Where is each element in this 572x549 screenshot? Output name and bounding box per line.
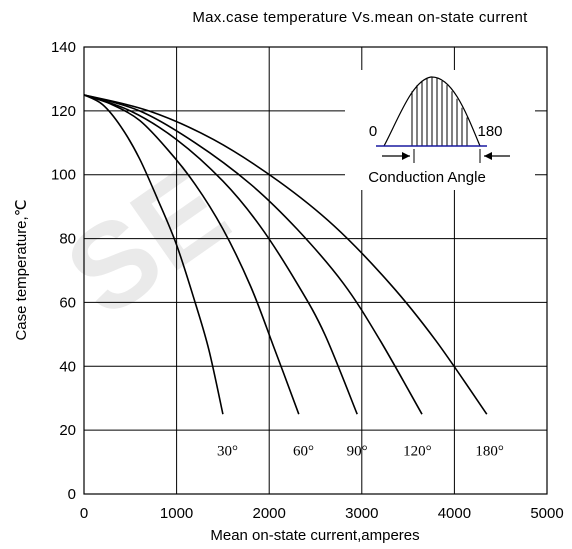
series-lines — [83, 94, 488, 415]
chart-title: Max.case temperature Vs.mean on-state cu… — [192, 9, 528, 26]
series-label-0: 30° — [217, 444, 238, 460]
y-tick-label: 100 — [51, 167, 76, 184]
angle-start-label: 0 — [369, 123, 377, 140]
x-tick-label: 5000 — [530, 505, 563, 522]
x-tick-label: 3000 — [345, 505, 378, 522]
series-line-1 — [83, 94, 300, 415]
series-labels: 30° 60° 90° 120° 180° — [217, 444, 504, 460]
half-sine-wave — [383, 76, 481, 147]
right-arrow-head — [484, 152, 492, 160]
series-label-1: 60° — [293, 444, 314, 460]
conduction-angle-diagram: 0 180 Conduction Angle — [345, 70, 535, 190]
series-label-3: 120° — [403, 444, 432, 460]
series-line-3 — [83, 94, 423, 415]
x-axis-label: Mean on-state current,amperes — [210, 527, 419, 544]
series-label-4: 180° — [475, 444, 504, 460]
series-label-2: 90° — [347, 444, 368, 460]
series-line-0 — [83, 94, 224, 415]
x-tick-label: 1000 — [160, 505, 193, 522]
x-tick-label: 0 — [80, 505, 88, 522]
tick-labels: 0 1000 2000 3000 4000 5000 0 20 40 60 80 100 120 140 — [51, 39, 564, 522]
series-line-4 — [83, 94, 488, 415]
y-tick-label: 80 — [59, 231, 76, 248]
y-tick-label: 140 — [51, 39, 76, 56]
left-arrow-head — [402, 152, 410, 160]
y-tick-label: 40 — [59, 358, 76, 375]
y-tick-label: 20 — [59, 422, 76, 439]
angle-end-label: 180 — [477, 123, 502, 140]
y-tick-label: 120 — [51, 103, 76, 120]
conduction-hatching — [411, 77, 468, 146]
y-tick-label: 0 — [68, 486, 76, 503]
y-tick-label: 60 — [59, 294, 76, 311]
x-tick-label: 4000 — [438, 505, 471, 522]
conduction-angle-caption: Conduction Angle — [368, 169, 486, 186]
y-axis-label: Case temperature,℃ — [13, 199, 30, 340]
inset-background — [345, 70, 535, 190]
plot-frame — [83, 46, 548, 495]
x-tick-label: 2000 — [253, 505, 286, 522]
series-line-2 — [83, 94, 358, 415]
